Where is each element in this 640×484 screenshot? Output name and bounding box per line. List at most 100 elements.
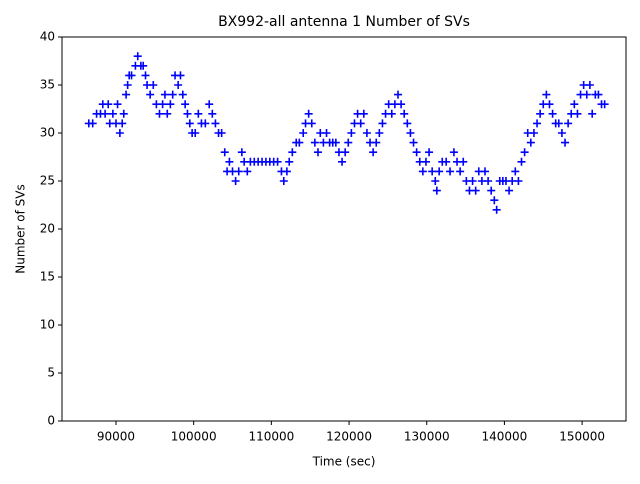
point [178, 90, 187, 99]
point [279, 177, 288, 185]
y-tick-label: 40 [40, 30, 55, 44]
point [299, 129, 308, 137]
point [511, 167, 520, 176]
y-tick-label: 20 [40, 222, 55, 236]
point [146, 90, 155, 99]
x-axis-label: Time (sec) [312, 455, 376, 469]
point [431, 177, 440, 185]
point [449, 148, 458, 157]
point [220, 148, 229, 157]
point [487, 186, 496, 195]
point [166, 100, 175, 109]
y-tick-label: 5 [47, 366, 55, 380]
point [234, 167, 243, 176]
point [205, 100, 214, 109]
point [104, 100, 113, 109]
point [359, 109, 368, 118]
point [435, 167, 444, 176]
y-tick-label: 0 [47, 414, 55, 428]
point [397, 100, 406, 109]
point [468, 177, 477, 185]
y-tick-label: 25 [40, 174, 55, 188]
point [505, 186, 514, 195]
point [372, 138, 381, 147]
point [554, 119, 563, 128]
point [456, 167, 465, 176]
point [557, 129, 566, 137]
x-tick-label: 110000 [248, 430, 294, 444]
plot-frame [61, 36, 627, 422]
point [304, 109, 313, 118]
x-tick-label: 150000 [559, 430, 605, 444]
point [428, 167, 437, 176]
point [425, 148, 434, 157]
point [344, 138, 353, 147]
point [273, 157, 282, 166]
point [418, 167, 427, 176]
point [600, 100, 609, 109]
point [514, 177, 523, 185]
x-tick-label: 130000 [404, 430, 450, 444]
point [517, 157, 526, 166]
point [322, 129, 331, 137]
point [194, 109, 203, 118]
point [113, 100, 122, 109]
point [484, 177, 493, 185]
point [369, 148, 378, 157]
point [585, 81, 594, 89]
x-tick-label: 120000 [326, 430, 372, 444]
y-tick-label: 35 [40, 78, 55, 92]
point [158, 100, 167, 109]
point [282, 167, 291, 176]
y-tick-label: 10 [40, 318, 55, 332]
point [412, 148, 421, 157]
point [123, 81, 132, 89]
point [594, 90, 603, 99]
point [338, 157, 347, 166]
point [573, 109, 582, 118]
point [313, 148, 322, 157]
point [160, 90, 169, 99]
point [88, 119, 97, 128]
point [141, 71, 150, 80]
x-tick-label: 90000 [97, 430, 135, 444]
point [471, 186, 480, 195]
point [378, 119, 387, 128]
point [548, 109, 557, 118]
point [533, 119, 542, 128]
point [529, 129, 538, 137]
point [168, 90, 177, 99]
point [542, 90, 551, 99]
point [564, 119, 573, 128]
point [588, 109, 597, 118]
point [133, 52, 142, 61]
point [307, 119, 316, 128]
point [421, 157, 430, 166]
point [570, 100, 579, 109]
point [582, 90, 591, 99]
point [243, 167, 252, 176]
point [295, 138, 304, 147]
point [393, 90, 402, 99]
point [208, 109, 217, 118]
point [155, 109, 164, 118]
point [561, 138, 570, 147]
point [108, 109, 117, 118]
point [211, 119, 220, 128]
point [520, 148, 529, 157]
point [446, 167, 455, 176]
chart-title: BX992-all antenna 1 Number of SVs [218, 14, 470, 30]
point [492, 205, 501, 214]
point [375, 129, 384, 137]
point [101, 109, 110, 118]
point [432, 186, 441, 195]
point [174, 81, 183, 89]
point [481, 167, 489, 176]
point [119, 109, 128, 118]
point [331, 138, 340, 147]
point [403, 119, 412, 128]
point [490, 196, 499, 205]
x-tick-label: 100000 [171, 430, 217, 444]
point [545, 100, 554, 109]
point [536, 109, 545, 118]
